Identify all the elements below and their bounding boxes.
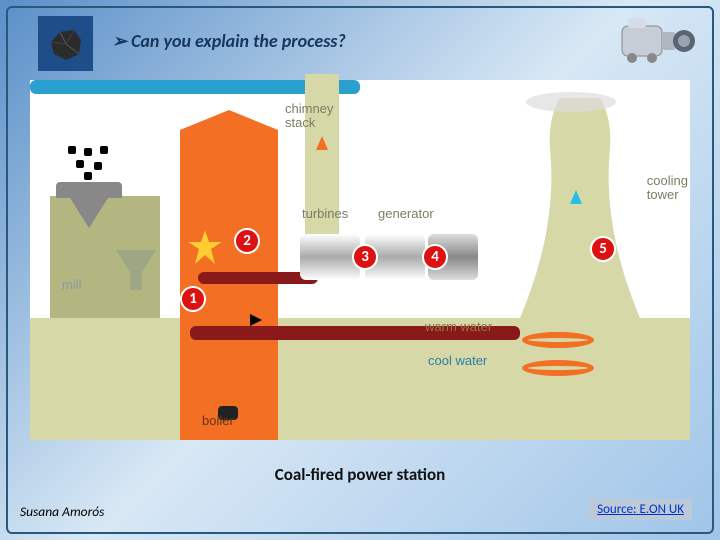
boiler-roof (180, 110, 278, 130)
label-chimney: chimneystack (285, 102, 333, 131)
tower-arrow-icon (570, 190, 582, 204)
coal-rock-icon (46, 24, 86, 64)
label-cooling-tower: coolingtower (647, 174, 688, 203)
label-cool-water: cool water (428, 353, 487, 368)
prompt-question: Can you explain the process? (112, 30, 346, 52)
label-boiler: boiler (202, 413, 234, 428)
coal-thumbnail (38, 16, 93, 71)
label-warm-water: warm water (425, 319, 492, 334)
marker-1: 1 (180, 286, 206, 312)
vapour-cloud-icon (526, 92, 616, 112)
diagram-caption: Coal-fired power station (0, 464, 720, 485)
flow-arrow-icon (250, 314, 262, 326)
coal-hopper-top (56, 182, 122, 198)
chimney-arrow-icon (316, 136, 328, 150)
camcorder-icon (616, 8, 696, 68)
combustion-burst-icon (188, 230, 222, 264)
marker-5: 5 (590, 236, 616, 262)
label-generator: generator (378, 206, 434, 221)
coal-hopper (70, 198, 108, 228)
mill-funnel-icon (116, 250, 156, 290)
label-mill: mill (62, 277, 82, 292)
boiler (180, 130, 278, 440)
marker-3: 3 (352, 244, 378, 270)
source-link[interactable]: Source: E.ON UK (589, 499, 692, 520)
falling-coal-icon (64, 146, 114, 182)
diagram: 1 2 3 4 5 chimneystack turbines generato… (30, 80, 690, 440)
label-turbines: turbines (302, 206, 348, 221)
heat-exchanger-coil (522, 332, 594, 376)
turbine-1 (300, 234, 360, 280)
author-name: Susana Amorós (20, 503, 104, 520)
marker-4: 4 (422, 244, 448, 270)
marker-2: 2 (234, 228, 260, 254)
